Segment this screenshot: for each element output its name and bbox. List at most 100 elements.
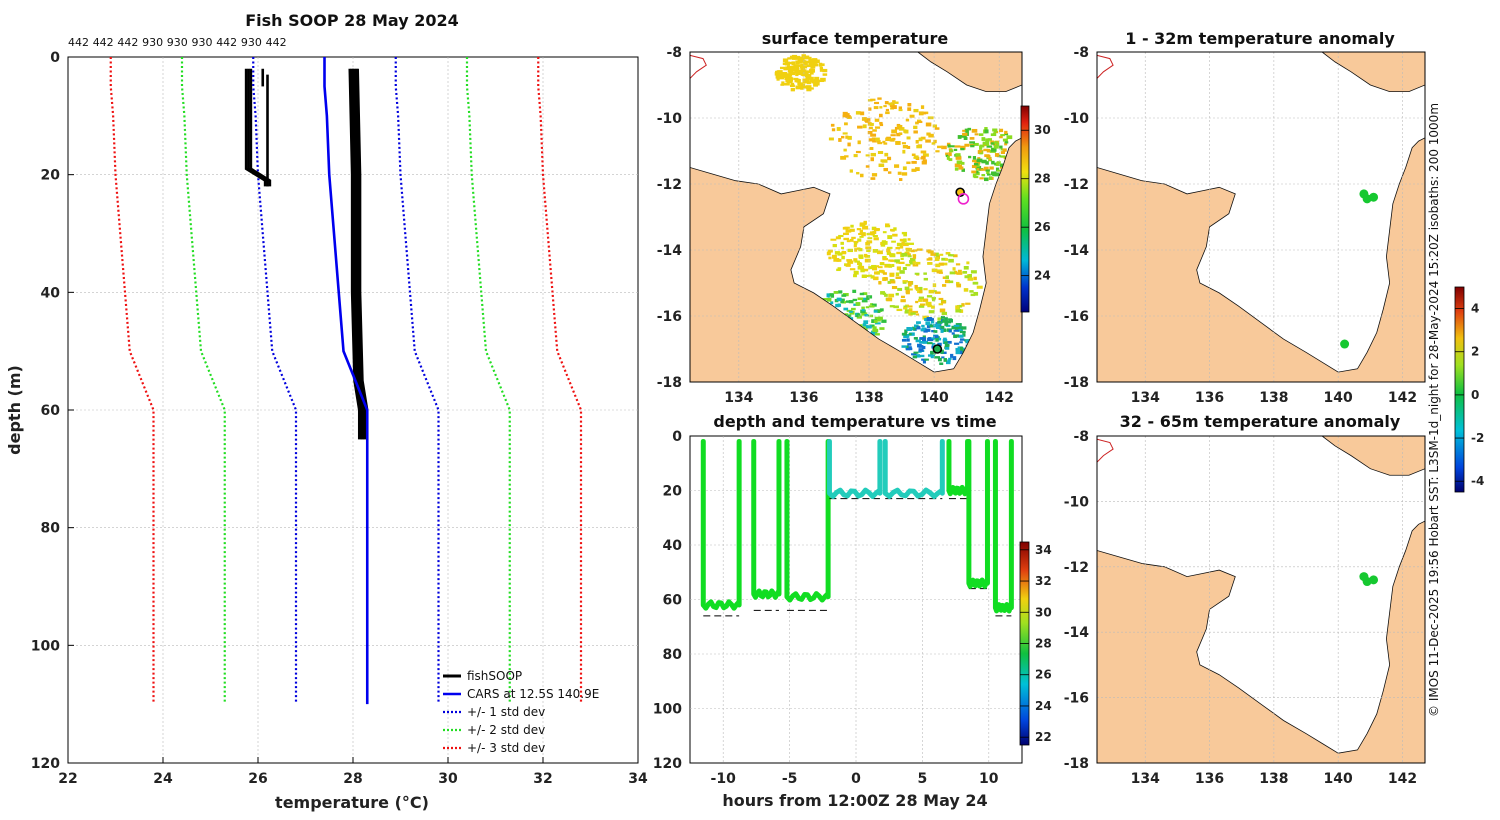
sst-pixel xyxy=(845,314,852,318)
sst-pixel xyxy=(978,133,984,136)
sst-pixel xyxy=(906,145,911,149)
sst-pixel xyxy=(889,253,896,258)
sst-pixel xyxy=(984,129,989,134)
sst-pixel xyxy=(989,166,994,170)
sst-pixel xyxy=(857,140,861,145)
sst-pixel xyxy=(877,97,882,100)
sst-pixel xyxy=(862,124,867,129)
sst-pixel xyxy=(879,121,883,125)
sst-pixel xyxy=(878,113,883,118)
sst-pixel xyxy=(907,107,912,111)
sst-pixel xyxy=(962,132,968,136)
sst-pixel xyxy=(925,122,932,127)
sst-pixel xyxy=(887,246,893,249)
sst-pixel xyxy=(937,321,942,325)
sst-pixel xyxy=(797,82,804,86)
sst-pixel xyxy=(885,108,890,112)
sst-pixel xyxy=(903,238,907,243)
y-tick-label: -8 xyxy=(666,45,682,61)
sst-pixel xyxy=(944,258,949,261)
sst-pixel xyxy=(945,152,949,156)
sst-pixel xyxy=(939,362,944,366)
sst-pixel xyxy=(940,315,945,319)
sst-pixel xyxy=(808,61,815,66)
sst-pixel xyxy=(902,267,907,271)
sst-pixel xyxy=(901,172,908,176)
sst-pixel xyxy=(971,128,978,133)
sst-pixel xyxy=(843,307,849,311)
sst-pixel xyxy=(898,132,903,135)
sst-pixel xyxy=(969,137,975,140)
y-tick-label: -18 xyxy=(1064,756,1089,772)
sst-pixel xyxy=(936,269,943,273)
sst-xticks: 134 136 138 140 142 xyxy=(724,390,1014,406)
sst-pixel xyxy=(926,132,931,136)
y-tick-label: 40 xyxy=(41,285,61,301)
sst-pixel xyxy=(987,138,992,141)
sst-pixel xyxy=(953,148,958,151)
sst-pixel xyxy=(922,298,929,302)
sst-pixel xyxy=(1006,135,1013,140)
sst-pixel xyxy=(872,326,877,330)
sst-pixel xyxy=(971,170,977,174)
sst-pixel xyxy=(931,342,936,346)
sst-pixel xyxy=(962,129,966,132)
top-annotation: 442 xyxy=(93,36,114,49)
sst-pixel xyxy=(984,177,989,182)
sst-pixel xyxy=(873,106,879,110)
sst-pixel xyxy=(904,334,910,338)
sst-pixel xyxy=(809,71,814,75)
sst-pixel xyxy=(924,358,929,361)
sst-pixel xyxy=(936,271,943,274)
sst-pixel xyxy=(802,74,808,77)
sst-pixel xyxy=(986,145,993,148)
sst-pixel xyxy=(803,79,810,83)
sst-pixel xyxy=(859,222,865,226)
sst-pixel xyxy=(783,68,788,71)
sst-pixel xyxy=(882,140,886,144)
sst-pixel xyxy=(925,301,932,306)
anom1-map-panel: 1 - 32m temperature anomaly 134 136 138 140… xyxy=(1064,29,1426,406)
sst-pixel xyxy=(837,267,842,270)
sst-pixel xyxy=(928,289,935,294)
sst-pixel xyxy=(861,312,868,316)
sst-pixel xyxy=(899,178,903,181)
sst-pixel xyxy=(911,160,917,164)
sst-pixel xyxy=(985,138,990,143)
sst-pixel xyxy=(866,232,870,236)
sst-pixel xyxy=(955,347,961,351)
sst-pixel xyxy=(920,136,926,140)
depthtime-yticks: 0 20 40 60 80 100 120 xyxy=(653,429,682,772)
sst-pixel xyxy=(927,304,933,308)
depthtime-xlabel: hours from 12:00Z 28 May 24 xyxy=(722,791,987,810)
sst-pixel xyxy=(774,72,779,76)
sst-pixel xyxy=(912,261,916,265)
sst-pixel xyxy=(893,101,899,104)
legend-label: +/- 1 std dev xyxy=(467,705,545,719)
sst-pixel xyxy=(981,174,986,177)
sst-pixel xyxy=(863,220,867,225)
sst-pixel xyxy=(923,288,928,291)
sst-pixel xyxy=(819,68,824,72)
colorbar-tick-label: 34 xyxy=(1035,543,1052,557)
credit-text: © IMOS 11-Dec-2025 19:56 Hobart SST: L3S… xyxy=(1427,103,1441,717)
sst-pixel xyxy=(968,155,972,159)
sst-pixel xyxy=(877,141,883,145)
sst-pixel xyxy=(940,328,944,333)
colorbar-tick-label: -2 xyxy=(1471,431,1484,445)
sst-pixel xyxy=(852,298,858,302)
sst-pixel xyxy=(898,109,903,112)
x-tick-label: 30 xyxy=(438,771,458,787)
anom2-title: 32 - 65m temperature anomaly xyxy=(1120,412,1401,431)
sst-pixel xyxy=(898,261,905,265)
x-tick-label: 136 xyxy=(1195,771,1224,787)
sst-pixel xyxy=(887,280,892,284)
sst-pixel xyxy=(915,287,920,291)
sst-pixel xyxy=(934,257,940,262)
sst-pixel xyxy=(842,111,848,116)
sst-pixel xyxy=(994,172,1001,177)
sst-pixel xyxy=(886,251,892,256)
profile-xlabel: temperature (°C) xyxy=(275,793,429,812)
sst-pixel xyxy=(878,317,883,321)
sst-pixel xyxy=(931,296,936,300)
